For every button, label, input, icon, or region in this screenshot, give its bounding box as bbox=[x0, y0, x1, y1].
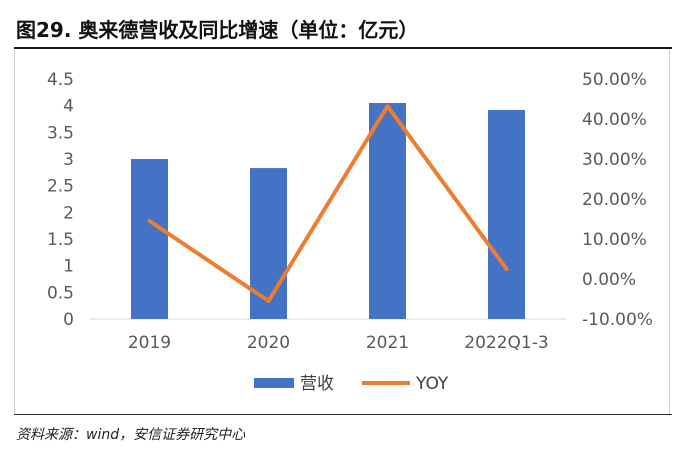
legend-label-line: YOY bbox=[415, 374, 449, 394]
y-tick-label: 2 bbox=[63, 203, 74, 223]
y-tick-label: 0.5 bbox=[47, 283, 74, 303]
y-tick-label: 4 bbox=[63, 97, 74, 117]
y-tick-label: 3 bbox=[63, 150, 74, 170]
y2-tick-label: 20.00% bbox=[582, 190, 647, 210]
line-yoy-point bbox=[504, 267, 509, 271]
y2-tick-label: 10.00% bbox=[582, 230, 647, 250]
x-tick-label: 2022Q1-3 bbox=[464, 333, 548, 353]
line-yoy-point bbox=[147, 219, 152, 223]
y2-tick-label: 40.00% bbox=[582, 110, 647, 130]
source-note: 资料来源：wind，安信证券研究中心 bbox=[16, 427, 246, 443]
bar-revenue bbox=[369, 103, 406, 319]
y2-tick-label: -10.00% bbox=[582, 310, 653, 330]
x-tick-label: 2020 bbox=[247, 333, 290, 353]
legend-swatch-bar bbox=[254, 378, 294, 388]
bar-revenue bbox=[488, 109, 525, 319]
chart-frame bbox=[14, 50, 670, 414]
y2-tick-label: 30.00% bbox=[582, 150, 647, 170]
line-yoy-point bbox=[266, 299, 271, 303]
source-divider bbox=[14, 414, 672, 415]
y-tick-label: 1.5 bbox=[47, 230, 74, 250]
y-tick-label: 0 bbox=[63, 310, 74, 330]
y2-tick-label: 50.00% bbox=[582, 70, 647, 90]
legend-label-bar: 营收 bbox=[300, 374, 334, 394]
line-yoy-point bbox=[385, 104, 390, 109]
line-yoy bbox=[147, 104, 509, 303]
y-tick-label: 1 bbox=[63, 257, 74, 277]
bar-revenue bbox=[131, 159, 168, 319]
y2-tick-label: 0.00% bbox=[582, 270, 636, 290]
y-tick-label: 2.5 bbox=[47, 177, 74, 197]
chart-title: 图29. 奥来德营收及同比增速（单位：亿元） bbox=[16, 18, 419, 42]
x-tick-label: 2021 bbox=[366, 333, 409, 353]
y-tick-label: 3.5 bbox=[47, 123, 74, 143]
y-tick-label: 4.5 bbox=[47, 70, 74, 90]
title-divider bbox=[14, 47, 672, 49]
bar-revenue bbox=[250, 168, 287, 319]
x-tick-label: 2019 bbox=[128, 333, 171, 353]
